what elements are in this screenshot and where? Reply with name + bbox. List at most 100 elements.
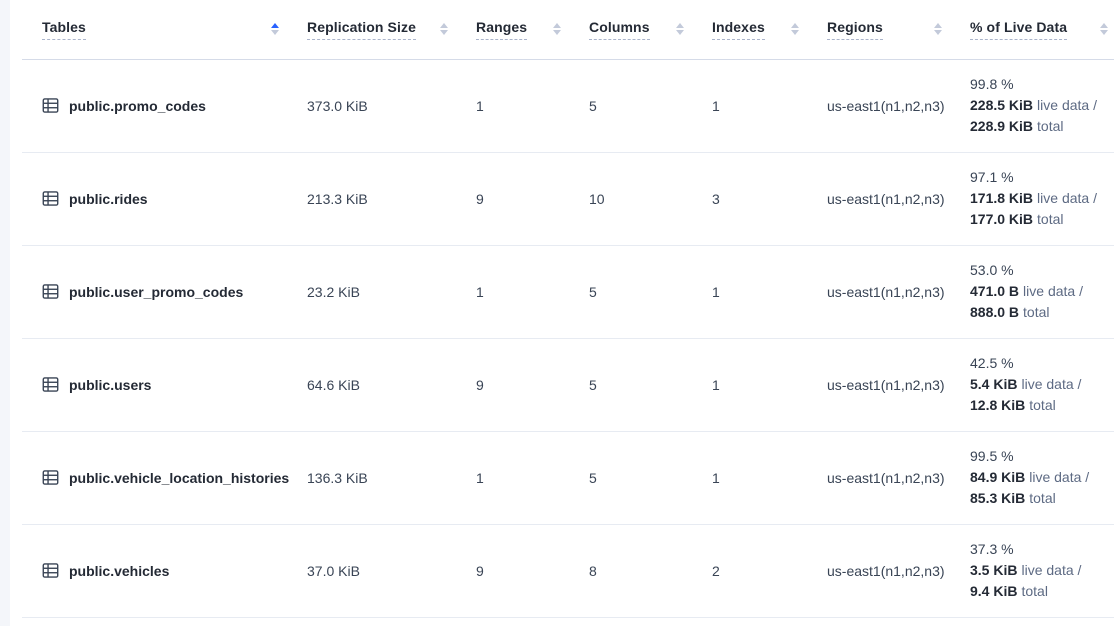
indexes-cell: 1 xyxy=(712,59,827,153)
table-name-link[interactable]: public.users xyxy=(69,376,152,393)
live-data-percent: 97.1 % xyxy=(970,169,1014,185)
columns-cell: 5 xyxy=(589,245,712,339)
table-icon xyxy=(42,283,59,300)
column-header-label[interactable]: Tables xyxy=(42,19,86,40)
regions-cell: us-east1(n1,n2,n3) xyxy=(827,431,970,525)
total-data-size: 12.8 KiB total xyxy=(970,397,1056,413)
table-name-link[interactable]: public.promo_codes xyxy=(69,97,206,114)
column-header-ranges[interactable]: Ranges xyxy=(476,0,589,60)
sort-icon[interactable] xyxy=(676,23,684,36)
live-data-size: 3.5 KiB live data / xyxy=(970,562,1082,578)
table-name-link[interactable]: public.vehicles xyxy=(69,562,170,579)
column-header-columns[interactable]: Columns xyxy=(589,0,712,60)
column-header-label[interactable]: Replication Size xyxy=(307,19,416,40)
table-row[interactable]: public.vehicles 37.0 KiB 9 8 2 us-east1(… xyxy=(22,524,1114,618)
sort-icon[interactable] xyxy=(934,23,942,36)
total-data-size: 85.3 KiB total xyxy=(970,490,1056,506)
live-data-cell: 42.5 % 5.4 KiB live data / 12.8 KiB total xyxy=(970,338,1114,432)
ranges-cell: 1 xyxy=(476,59,589,153)
tables-panel: Tables Replication Size Ranges xyxy=(10,0,1114,626)
table-row[interactable]: public.vehicle_location_histories 136.3 … xyxy=(22,431,1114,525)
table-name-link[interactable]: public.vehicle_location_histories xyxy=(69,469,290,486)
table-name-cell: public.user_promo_codes xyxy=(22,245,307,339)
column-header-indexes[interactable]: Indexes xyxy=(712,0,827,60)
column-header-label[interactable]: Indexes xyxy=(712,19,765,40)
live-data-percent: 99.5 % xyxy=(970,448,1014,464)
total-data-size: 9.4 KiB total xyxy=(970,583,1048,599)
table-name-cell: public.vehicles xyxy=(22,524,307,618)
column-header-regions[interactable]: Regions xyxy=(827,0,970,60)
column-header-label[interactable]: Columns xyxy=(589,19,650,40)
sort-icon[interactable] xyxy=(553,23,561,36)
live-data-cell: 37.3 % 3.5 KiB live data / 9.4 KiB total xyxy=(970,524,1114,618)
replication-size-cell: 64.6 KiB xyxy=(307,338,476,432)
columns-cell: 10 xyxy=(589,152,712,246)
table-icon xyxy=(42,469,59,486)
columns-cell: 5 xyxy=(589,59,712,153)
live-data-percent: 53.0 % xyxy=(970,262,1014,278)
regions-cell: us-east1(n1,n2,n3) xyxy=(827,152,970,246)
columns-cell: 5 xyxy=(589,338,712,432)
ranges-cell: 9 xyxy=(476,338,589,432)
total-data-size: 177.0 KiB total xyxy=(970,211,1064,227)
live-data-percent: 42.5 % xyxy=(970,355,1014,371)
table-icon xyxy=(42,376,59,393)
table-icon xyxy=(42,97,59,114)
sort-icon[interactable] xyxy=(271,23,279,36)
replication-size-cell: 136.3 KiB xyxy=(307,431,476,525)
replication-size-cell: 23.2 KiB xyxy=(307,245,476,339)
sort-icon[interactable] xyxy=(791,23,799,36)
column-header-label[interactable]: Regions xyxy=(827,19,883,40)
live-data-size: 228.5 KiB live data / xyxy=(970,97,1097,113)
live-data-percent: 99.8 % xyxy=(970,76,1014,92)
indexes-cell: 3 xyxy=(712,152,827,246)
column-header-tables[interactable]: Tables xyxy=(22,0,307,60)
database-tables-table: Tables Replication Size Ranges xyxy=(22,0,1114,618)
column-header-label[interactable]: % of Live Data xyxy=(970,19,1068,40)
table-name-link[interactable]: public.rides xyxy=(69,190,148,207)
indexes-cell: 2 xyxy=(712,524,827,618)
live-data-size: 171.8 KiB live data / xyxy=(970,190,1097,206)
ranges-cell: 1 xyxy=(476,431,589,525)
regions-cell: us-east1(n1,n2,n3) xyxy=(827,59,970,153)
live-data-cell: 99.8 % 228.5 KiB live data / 228.9 KiB tot… xyxy=(970,59,1114,153)
regions-cell: us-east1(n1,n2,n3) xyxy=(827,524,970,618)
table-name-cell: public.users xyxy=(22,338,307,432)
replication-size-cell: 373.0 KiB xyxy=(307,59,476,153)
live-data-cell: 99.5 % 84.9 KiB live data / 85.3 KiB total xyxy=(970,431,1114,525)
table-row[interactable]: public.rides 213.3 KiB 9 10 3 us-east1(n… xyxy=(22,152,1114,246)
indexes-cell: 1 xyxy=(712,431,827,525)
table-name-link[interactable]: public.user_promo_codes xyxy=(69,283,244,300)
table-icon xyxy=(42,562,59,579)
total-data-size: 228.9 KiB total xyxy=(970,118,1064,134)
live-data-percent: 37.3 % xyxy=(970,541,1014,557)
columns-cell: 8 xyxy=(589,524,712,618)
indexes-cell: 1 xyxy=(712,245,827,339)
column-header-label[interactable]: Ranges xyxy=(476,19,528,40)
column-header-replication-size[interactable]: Replication Size xyxy=(307,0,476,60)
table-name-cell: public.promo_codes xyxy=(22,59,307,153)
live-data-size: 84.9 KiB live data / xyxy=(970,469,1090,485)
table-name-cell: public.vehicle_location_histories xyxy=(22,431,307,525)
table-row[interactable]: public.promo_codes 373.0 KiB 1 5 1 us-ea… xyxy=(22,59,1114,153)
table-row[interactable]: public.users 64.6 KiB 9 5 1 us-east1(n1,… xyxy=(22,338,1114,432)
indexes-cell: 1 xyxy=(712,338,827,432)
column-header-live-data[interactable]: % of Live Data xyxy=(970,0,1114,60)
sort-icon[interactable] xyxy=(440,23,448,36)
replication-size-cell: 37.0 KiB xyxy=(307,524,476,618)
sort-icon[interactable] xyxy=(1100,23,1108,36)
live-data-cell: 97.1 % 171.8 KiB live data / 177.0 KiB tot… xyxy=(970,152,1114,246)
ranges-cell: 1 xyxy=(476,245,589,339)
table-row[interactable]: public.user_promo_codes 23.2 KiB 1 5 1 u… xyxy=(22,245,1114,339)
header-row: Tables Replication Size Ranges xyxy=(22,0,1114,60)
table-name-cell: public.rides xyxy=(22,152,307,246)
regions-cell: us-east1(n1,n2,n3) xyxy=(827,338,970,432)
ranges-cell: 9 xyxy=(476,152,589,246)
table-icon xyxy=(42,190,59,207)
columns-cell: 5 xyxy=(589,431,712,525)
ranges-cell: 9 xyxy=(476,524,589,618)
regions-cell: us-east1(n1,n2,n3) xyxy=(827,245,970,339)
